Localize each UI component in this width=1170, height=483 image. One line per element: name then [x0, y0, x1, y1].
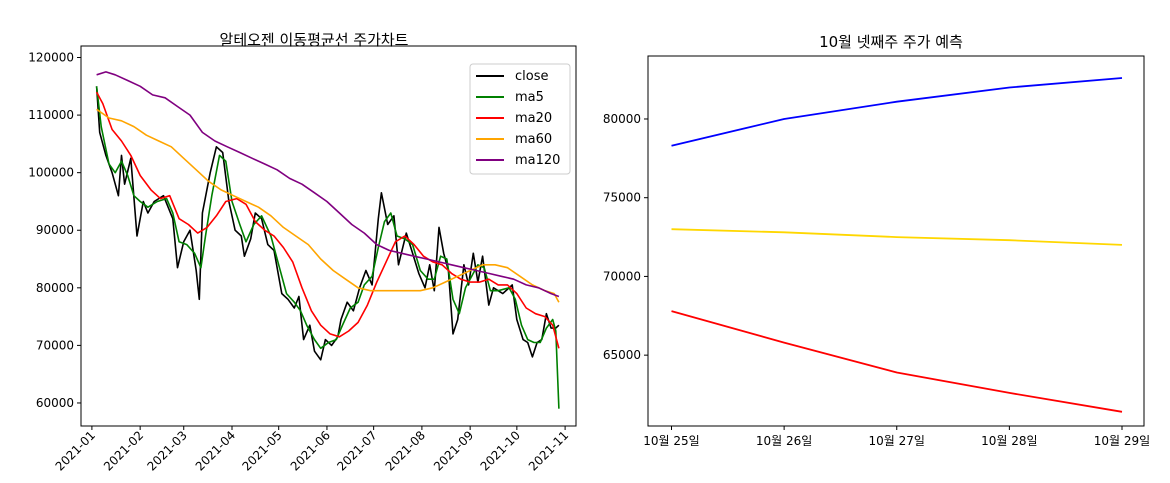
x-tick-label: 2021-06: [288, 428, 333, 473]
x-tick-label: 2021-11: [526, 428, 571, 473]
x-tick-label: 2021-10: [478, 428, 523, 473]
legend-label: ma20: [515, 111, 552, 126]
x-tick-label: 2021-04: [193, 428, 238, 473]
y-tick-label: 120000: [28, 51, 74, 65]
x-tick-label: 10월 26일: [756, 434, 812, 448]
y-tick-label: 75000: [603, 191, 641, 205]
right-series-lines: [671, 77, 1123, 413]
x-tick-label: 2021-03: [145, 428, 190, 473]
x-tick-label: 10월 25일: [643, 434, 699, 448]
legend-label: ma60: [515, 132, 552, 147]
left-legend: close ma5 ma20 ma60 ma120: [469, 63, 571, 175]
series-line-ma120: [96, 71, 560, 298]
x-tick-label: 2021-05: [239, 428, 284, 473]
series-line-ma5: [95, 86, 560, 409]
y-tick-label: 90000: [36, 223, 74, 237]
y-tick-label: 100000: [28, 166, 74, 180]
y-tick-label: 110000: [28, 108, 74, 122]
y-tick-label: 80000: [603, 112, 641, 126]
y-tick-label: 65000: [603, 348, 641, 362]
y-tick-label: 80000: [36, 281, 74, 295]
forecast-line-2: [671, 228, 1123, 246]
x-tick-label: 2021-08: [383, 428, 428, 473]
x-tick-label: 2021-07: [334, 428, 379, 473]
left-plot-frame: [80, 45, 577, 427]
legend-box: [469, 63, 571, 175]
left-y-axis: 60000 70000 80000 90000 100000 110000 120000: [28, 51, 81, 410]
legend-label: ma120: [515, 153, 560, 168]
y-tick-label: 70000: [603, 269, 641, 283]
right-chart-title: 10월 넷째주 주가 예측: [819, 33, 963, 51]
series-line-ma60: [96, 108, 560, 303]
moving-average-chart: 알테오젠 이동평균선 주가차트 60000 70000 80000 90000 1000…: [28, 31, 577, 474]
y-tick-label: 60000: [36, 396, 74, 410]
left-series-lines: [95, 71, 560, 409]
x-tick-label: 10월 27일: [869, 434, 925, 448]
series-line-ma20: [95, 91, 560, 349]
left-chart-title: 알테오젠 이동평균선 주가차트: [220, 31, 409, 49]
forecast-chart: 10월 넷째주 주가 예측 65000 70000 75000 80000 10월 2…: [603, 33, 1150, 448]
legend-label: ma5: [515, 90, 544, 105]
forecast-line-3: [671, 310, 1123, 413]
x-tick-label: 10월 28일: [981, 434, 1037, 448]
right-y-axis: 65000 70000 75000 80000: [603, 112, 648, 362]
x-tick-label: 2021-02: [101, 428, 146, 473]
x-tick-label: 2021-09: [431, 428, 476, 473]
x-tick-label: 2021-01: [53, 428, 98, 473]
right-plot-frame: [647, 55, 1145, 427]
forecast-line-1: [671, 77, 1123, 147]
x-tick-label: 10월 29일: [1094, 434, 1150, 448]
right-x-axis: 10월 25일 10월 26일 10월 27일 10월 28일 10월 29일: [643, 426, 1150, 448]
legend-label: close: [515, 69, 548, 84]
y-tick-label: 70000: [36, 338, 74, 352]
